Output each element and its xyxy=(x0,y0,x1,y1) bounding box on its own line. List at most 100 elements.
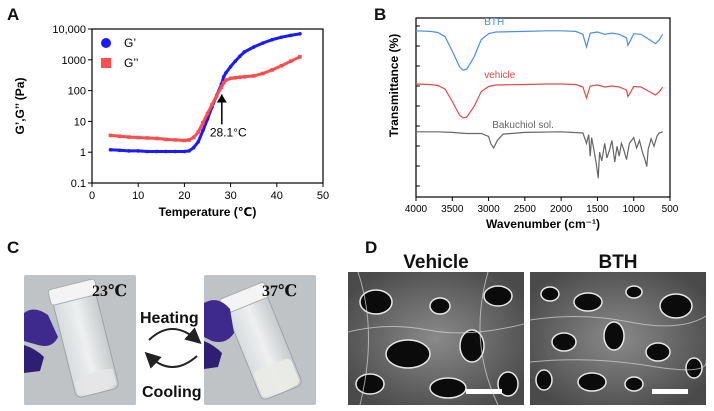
x-tick-label-b: 3000 xyxy=(477,204,500,215)
x-tick-label-b: 1500 xyxy=(586,204,609,215)
data-point-g-prime xyxy=(242,50,247,54)
x-tick-label-b: 500 xyxy=(662,204,679,215)
annotation-arrow-head xyxy=(216,94,227,103)
data-point-g-double-prime xyxy=(210,102,214,107)
x-tick-label-a: 50 xyxy=(317,190,329,202)
sem-image-bth xyxy=(530,272,706,405)
vial-photo-23c xyxy=(24,275,136,405)
series-line-g-prime xyxy=(110,32,301,153)
data-point-g-prime xyxy=(196,139,201,144)
data-point-g-prime xyxy=(127,149,131,153)
data-point-g-prime xyxy=(201,128,205,133)
data-point-g-double-prime xyxy=(182,138,187,143)
data-point-g-prime xyxy=(187,149,191,153)
data-point-g-prime xyxy=(261,41,265,45)
data-point-g-double-prime xyxy=(191,135,196,140)
data-point-g-double-prime xyxy=(221,80,226,85)
x-tick-label-b: 3500 xyxy=(441,204,464,215)
data-point-g-double-prime xyxy=(196,130,201,134)
heating-cooling-cycle xyxy=(144,327,202,369)
y-tick-label-a: 0.1 xyxy=(71,178,86,190)
plot-frame-a xyxy=(91,28,324,184)
data-point-g-prime xyxy=(164,149,168,154)
x-axis-label-a: Temperature (℃) xyxy=(159,205,257,219)
x-tick-label-b: 2000 xyxy=(550,204,573,215)
data-point-g-double-prime xyxy=(279,63,284,68)
data-point-g-prime xyxy=(251,45,256,49)
data-point-g-double-prime xyxy=(219,85,224,89)
heating-arrow xyxy=(148,327,202,344)
data-point-g-prime xyxy=(233,59,238,64)
cooling-label: Cooling xyxy=(142,384,202,401)
data-point-g-double-prime xyxy=(201,121,205,125)
panel-label-c: C xyxy=(7,238,20,257)
data-point-g-double-prime xyxy=(173,138,177,142)
data-point-g-prime xyxy=(228,64,233,69)
spectrum-vehicle xyxy=(415,83,664,119)
sem-title-bth: BTH xyxy=(598,252,638,273)
vial-37c-drawing xyxy=(204,275,316,405)
y-axis-label-b: Transmittance (%) xyxy=(387,34,401,137)
heating-label: Heating xyxy=(140,310,199,327)
y-tick-label-a: 10,000 xyxy=(52,24,86,36)
panel-label-b: B xyxy=(374,5,387,24)
data-point-g-double-prime xyxy=(127,135,131,139)
data-point-g-prime xyxy=(154,149,159,154)
x-axis-label-b: Wavenumber (cm⁻¹) xyxy=(486,217,600,231)
data-point-g-double-prime xyxy=(205,111,210,116)
data-point-g-double-prime xyxy=(145,136,150,140)
plot-frame-b xyxy=(415,17,671,198)
legend-marker-g-prime xyxy=(101,38,111,48)
x-tick-label-a: 30 xyxy=(224,190,236,202)
data-point-g-double-prime xyxy=(228,76,233,81)
data-point-g-prime xyxy=(136,149,140,153)
sem-texture-vehicle xyxy=(348,272,524,405)
legend-marker-g-double-prime xyxy=(101,58,111,68)
data-point-g-double-prime xyxy=(108,133,113,138)
data-point-g-prime xyxy=(298,31,302,36)
data-point-g-double-prime xyxy=(117,134,122,139)
data-point-g-double-prime xyxy=(242,75,247,79)
sem-texture-bth xyxy=(530,272,706,405)
data-point-g-double-prime xyxy=(298,55,302,59)
data-point-g-prime xyxy=(108,147,113,152)
y-tick-label-a: 100 xyxy=(68,86,86,98)
x-tick-label-b: 2500 xyxy=(514,204,537,215)
x-tick-label-a: 10 xyxy=(132,190,144,202)
data-point-g-double-prime xyxy=(261,71,265,76)
data-point-g-double-prime xyxy=(270,68,274,72)
spectrum-bth xyxy=(415,30,664,71)
sem-title-vehicle: Vehicle xyxy=(403,252,469,273)
data-point-g-prime xyxy=(270,37,274,42)
data-point-g-prime xyxy=(191,145,196,150)
x-tick-label-a: 0 xyxy=(89,190,95,202)
y-tick-label-a: 10 xyxy=(74,116,86,128)
legend-label-g-double-prime: G’’ xyxy=(124,56,138,70)
data-point-g-prime xyxy=(145,149,150,154)
annotation-label: 28.1°C xyxy=(210,126,247,140)
y-tick-label-a: 1000 xyxy=(62,55,86,67)
spectrum-label-bth: BTH xyxy=(484,17,504,28)
spectrum-bakuchiol xyxy=(416,131,663,179)
data-point-g-prime xyxy=(221,75,226,79)
scale-bar-bth xyxy=(652,389,688,394)
panel-label-d: D xyxy=(365,238,378,257)
x-tick-label-a: 40 xyxy=(271,190,283,202)
scale-bar-vehicle xyxy=(466,389,502,394)
rheology-chart: 0 10 20 30 40 50 0.1 1 10 100 1000 10,000 Temperatur… xyxy=(13,24,329,219)
y-tick-label-a: 1 xyxy=(80,147,86,159)
ftir-chart: 4000 3500 3000 2500 2000 1500 1000 500 Wavenumbe… xyxy=(387,17,679,231)
data-point-g-double-prime xyxy=(224,78,228,82)
panel-label-a: A xyxy=(7,5,20,24)
vial-23c-drawing xyxy=(24,275,136,405)
data-point-g-prime xyxy=(288,33,293,38)
data-point-g-prime xyxy=(238,54,242,59)
cooling-arrow xyxy=(144,351,198,369)
data-point-g-double-prime xyxy=(136,135,140,140)
data-point-g-prime xyxy=(173,149,177,154)
legend-label-g-prime: G’ xyxy=(124,36,136,50)
data-point-g-double-prime xyxy=(238,75,242,80)
data-point-g-double-prime xyxy=(288,59,293,64)
data-point-g-double-prime xyxy=(233,76,238,80)
data-point-g-double-prime xyxy=(187,138,191,142)
